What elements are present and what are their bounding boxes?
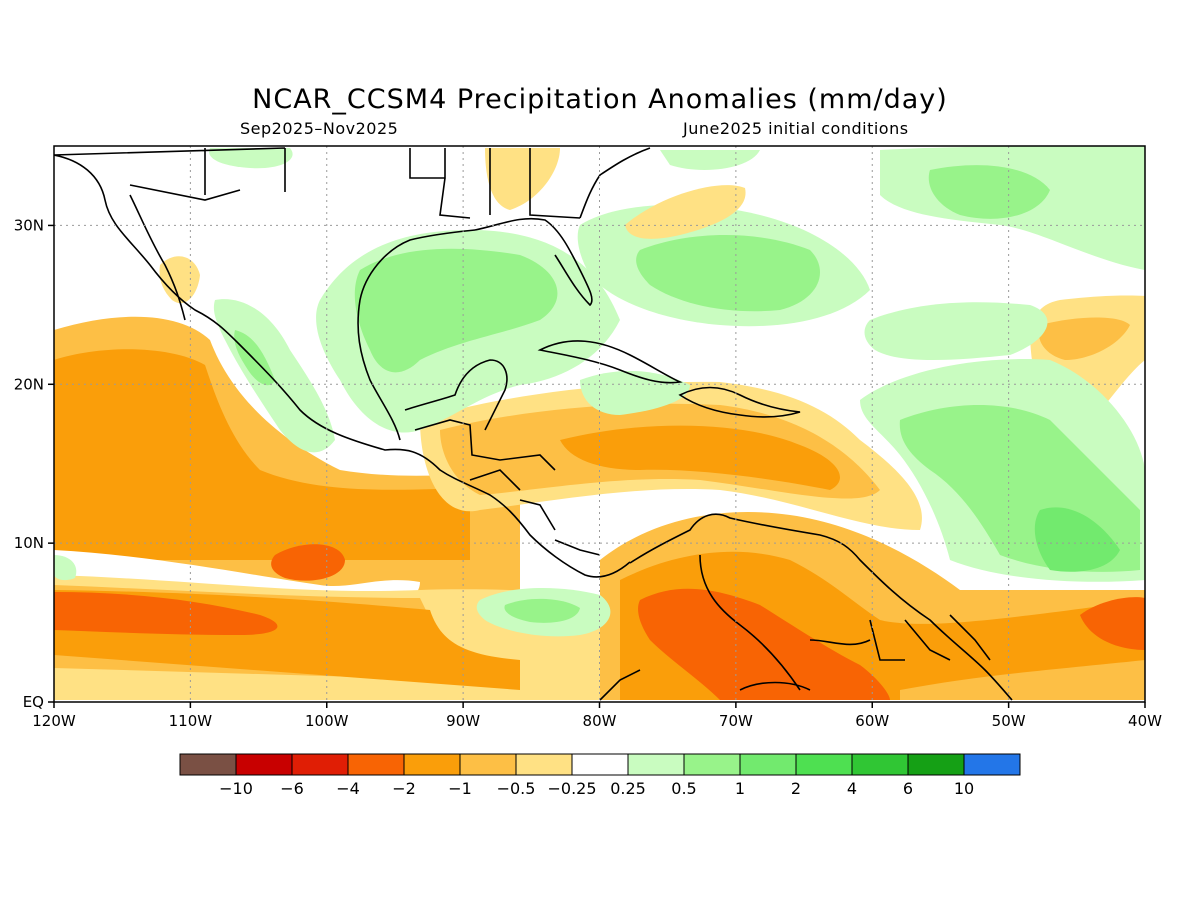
lat-tick-label: 20N	[14, 375, 44, 393]
anomaly-region	[560, 425, 840, 490]
colorbar-label: −1	[448, 779, 472, 798]
colorbar-swatch	[739, 753, 797, 776]
anomaly-region	[1038, 317, 1130, 360]
colorbar-swatch	[571, 753, 629, 776]
colorbar-label: 10	[954, 779, 974, 798]
anomaly-region	[485, 148, 560, 210]
colorbar-label: 0.25	[610, 779, 646, 798]
colorbar-label: −10	[219, 779, 253, 798]
colorbar-label: 4	[847, 779, 857, 798]
lat-tick-label: 30N	[14, 216, 44, 234]
colorbar-swatch	[907, 753, 965, 776]
anomaly-region	[54, 349, 470, 560]
colorbar-label: 0.5	[671, 779, 696, 798]
colorbar-label: 1	[735, 779, 745, 798]
lon-tick-label: 90W	[446, 712, 480, 730]
anomaly-field	[54, 146, 1145, 700]
longitude-ticks: 120W 110W 100W 90W 80W 70W 60W 50W 40W	[32, 702, 1162, 730]
latitude-ticks: EQ 10N 20N 30N	[14, 216, 54, 711]
colorbar-swatch	[179, 753, 237, 776]
lat-tick-label: EQ	[23, 693, 44, 711]
anomaly-region	[54, 592, 278, 635]
chart-title: NCAR_CCSM4 Precipitation Anomalies (mm/d…	[252, 84, 948, 115]
colorbar-label: −0.25	[547, 779, 596, 798]
anomaly-region	[638, 588, 890, 700]
anomaly-region	[54, 555, 77, 581]
colorbar-swatch	[683, 753, 741, 776]
anomaly-region	[271, 544, 345, 581]
colorbar-label: −6	[280, 779, 304, 798]
colorbar-label: −2	[392, 779, 416, 798]
forecast-period: Sep2025–Nov2025	[240, 119, 399, 138]
lon-tick-label: 50W	[992, 712, 1026, 730]
colorbar-label: −4	[336, 779, 360, 798]
anomaly-region	[636, 235, 820, 312]
anomaly-region	[660, 150, 760, 170]
colorbar-swatch	[515, 753, 573, 776]
colorbar-swatch	[347, 753, 405, 776]
anomaly-region	[159, 256, 200, 304]
colorbar-label: 6	[903, 779, 913, 798]
lon-tick-label: 100W	[305, 712, 349, 730]
lon-tick-label: 110W	[169, 712, 213, 730]
colorbar-swatch	[459, 753, 517, 776]
anomaly-region	[864, 302, 1048, 360]
colorbar-label: 2	[791, 779, 801, 798]
colorbar-label: −0.5	[497, 779, 536, 798]
anomaly-region	[209, 148, 293, 169]
anomaly-region	[504, 598, 580, 623]
colorbar-swatch	[851, 753, 909, 776]
lon-tick-label: 80W	[583, 712, 617, 730]
lon-tick-label: 70W	[719, 712, 753, 730]
lon-tick-label: 60W	[855, 712, 889, 730]
lon-tick-label: 120W	[32, 712, 76, 730]
colorbar: −10 −6 −4 −2 −1 −0.5 −0.25 0.25 0.5 1 2 4 6 10	[179, 753, 1021, 798]
graticule	[54, 146, 1145, 702]
colorbar-swatch	[235, 753, 293, 776]
anomaly-region	[1034, 507, 1120, 572]
anomaly-region	[928, 165, 1050, 219]
colorbar-swatch	[963, 753, 1021, 776]
colorbar-swatch	[795, 753, 853, 776]
anomaly-region	[1080, 597, 1145, 650]
coastlines	[54, 147, 1013, 701]
lon-tick-label: 40W	[1128, 712, 1162, 730]
colorbar-swatch	[291, 753, 349, 776]
lat-tick-label: 10N	[14, 534, 44, 552]
colorbar-swatch	[403, 753, 461, 776]
colorbar-swatch	[627, 753, 685, 776]
anomaly-region	[354, 248, 558, 373]
initial-conditions: June2025 initial conditions	[683, 119, 909, 138]
